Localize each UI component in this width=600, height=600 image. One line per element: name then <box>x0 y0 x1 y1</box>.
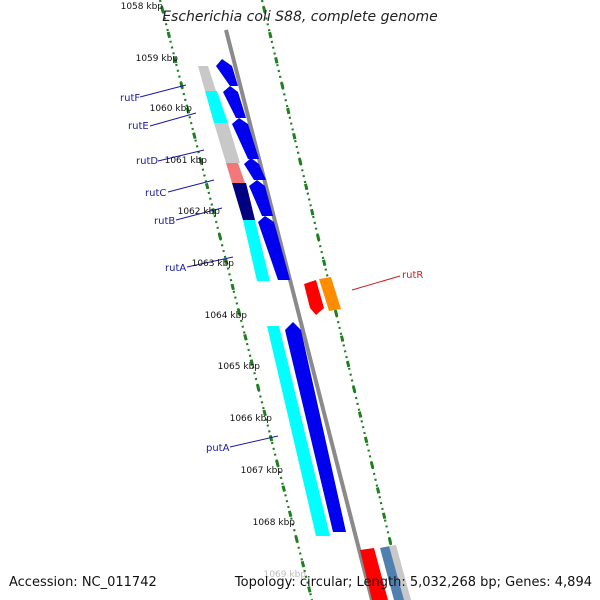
gene-label-rutR: rutR <box>402 270 423 281</box>
tick-mark <box>345 360 351 368</box>
gene-block-rutA-cyan <box>243 220 270 281</box>
tick-mark <box>280 82 285 89</box>
gene-arrow-rutE <box>223 86 246 118</box>
topology-summary-text: Topology: circular; Length: 5,032,268 bp… <box>234 575 592 590</box>
tick-mark <box>275 460 280 467</box>
gene-block-bottom-steel <box>380 546 405 600</box>
accession-text: Accession: NC_011742 <box>9 575 157 590</box>
tick-mark <box>287 510 293 518</box>
gene-label-leaders <box>139 84 279 448</box>
gene-features <box>198 59 411 600</box>
gene-label-rutD: rutD <box>136 156 158 167</box>
tick-label: 1059 kbp <box>136 54 179 64</box>
tick-mark <box>387 537 393 545</box>
tick-mark <box>256 384 261 392</box>
tick-mark <box>179 82 184 89</box>
tick-label: 1067 kbp <box>241 466 284 476</box>
tick-mark <box>185 107 191 114</box>
gene-labels: rutF rutE rutD rutC rutB rutA rutR putA <box>120 93 423 454</box>
gene-arrow-bottom-red <box>360 548 388 600</box>
left-feature-track-line <box>158 0 314 600</box>
tick-mark <box>249 359 255 366</box>
kbp-tick-labels: 1058 kbp 1059 kbp 1060 kbp 1061 kbp 1062… <box>121 2 307 580</box>
tick-mark <box>300 560 306 568</box>
gene-arrow-rutA <box>258 216 290 280</box>
tick-mark <box>307 586 312 593</box>
tick-mark <box>298 158 303 165</box>
kbp-tick-marks <box>160 6 405 595</box>
tick-mark <box>292 132 297 140</box>
gene-label-rutB: rutB <box>154 216 175 227</box>
tick-mark <box>204 182 210 190</box>
tick-label: 1065 kbp <box>218 362 261 372</box>
tick-mark <box>160 6 165 13</box>
tick-label: 1063 kbp <box>192 259 235 269</box>
tick-label: 1064 kbp <box>205 311 248 321</box>
right-feature-track-line <box>260 0 406 600</box>
tick-label: 1058 kbp <box>121 2 164 12</box>
tick-mark <box>304 183 309 191</box>
tick-mark <box>173 56 178 64</box>
gene-block-rutE-cyan <box>205 91 228 123</box>
rutR-label-leader <box>351 275 401 291</box>
tick-mark <box>351 385 357 393</box>
gene-block-rutR-orange <box>319 277 341 311</box>
tick-label: 1060 kbp <box>150 104 193 114</box>
tick-mark <box>357 411 363 418</box>
tick-mark <box>363 436 369 444</box>
tick-label: 1068 kbp <box>253 518 296 528</box>
gene-label-rutF: rutF <box>120 93 140 104</box>
tick-mark <box>381 512 387 520</box>
gene-block-rutB-navy <box>232 183 255 220</box>
gene-block-rutF-gray <box>198 66 216 91</box>
tick-mark <box>281 485 286 492</box>
tick-mark <box>217 233 223 240</box>
tick-mark <box>294 535 299 543</box>
tick-mark <box>274 57 279 64</box>
tick-label: 1066 kbp <box>230 414 273 424</box>
gene-arrow-rutF <box>216 59 238 86</box>
gene-block-putA-cyan <box>267 326 330 536</box>
tick-mark <box>166 31 172 39</box>
tick-mark <box>334 310 339 317</box>
tick-mark <box>375 487 381 494</box>
tick-label: 1069 kbp <box>264 570 307 580</box>
tick-mark <box>340 335 345 342</box>
gene-arrow-rutD <box>232 118 259 159</box>
tick-mark <box>236 308 242 316</box>
gene-block-rutC-pink <box>226 163 245 183</box>
gene-label-rutE: rutE <box>128 121 149 132</box>
gene-label-rutA: rutA <box>165 263 186 274</box>
tick-mark <box>262 409 267 417</box>
tick-mark <box>310 208 315 216</box>
gene-arrow-rutR <box>304 280 324 315</box>
tick-mark <box>243 334 248 341</box>
tick-mark <box>369 461 375 469</box>
tick-mark <box>211 208 216 215</box>
gene-arrow-putA <box>285 322 346 532</box>
tick-mark <box>262 6 267 14</box>
tick-mark <box>268 31 273 39</box>
gene-arrow-rutB <box>249 180 273 216</box>
gene-block-bottom-gray <box>389 545 411 600</box>
tick-mark <box>230 283 235 291</box>
genome-backbone <box>224 29 374 600</box>
tick-mark <box>224 258 229 265</box>
gene-label-putA: putA <box>206 443 230 454</box>
map-title: Escherichia coli S88, complete genome <box>162 9 438 25</box>
tick-mark <box>198 157 203 165</box>
tick-mark <box>268 434 274 442</box>
gene-block-rutD-gray <box>214 123 240 163</box>
tick-mark <box>322 259 327 267</box>
tick-label: 1061 kbp <box>165 156 208 166</box>
tick-label: 1062 kbp <box>178 207 221 217</box>
gene-label-rutC: rutC <box>145 188 166 199</box>
gene-arrow-rutC <box>244 158 266 180</box>
tick-mark <box>286 107 291 115</box>
tick-mark <box>316 234 321 241</box>
tick-mark <box>192 132 197 139</box>
